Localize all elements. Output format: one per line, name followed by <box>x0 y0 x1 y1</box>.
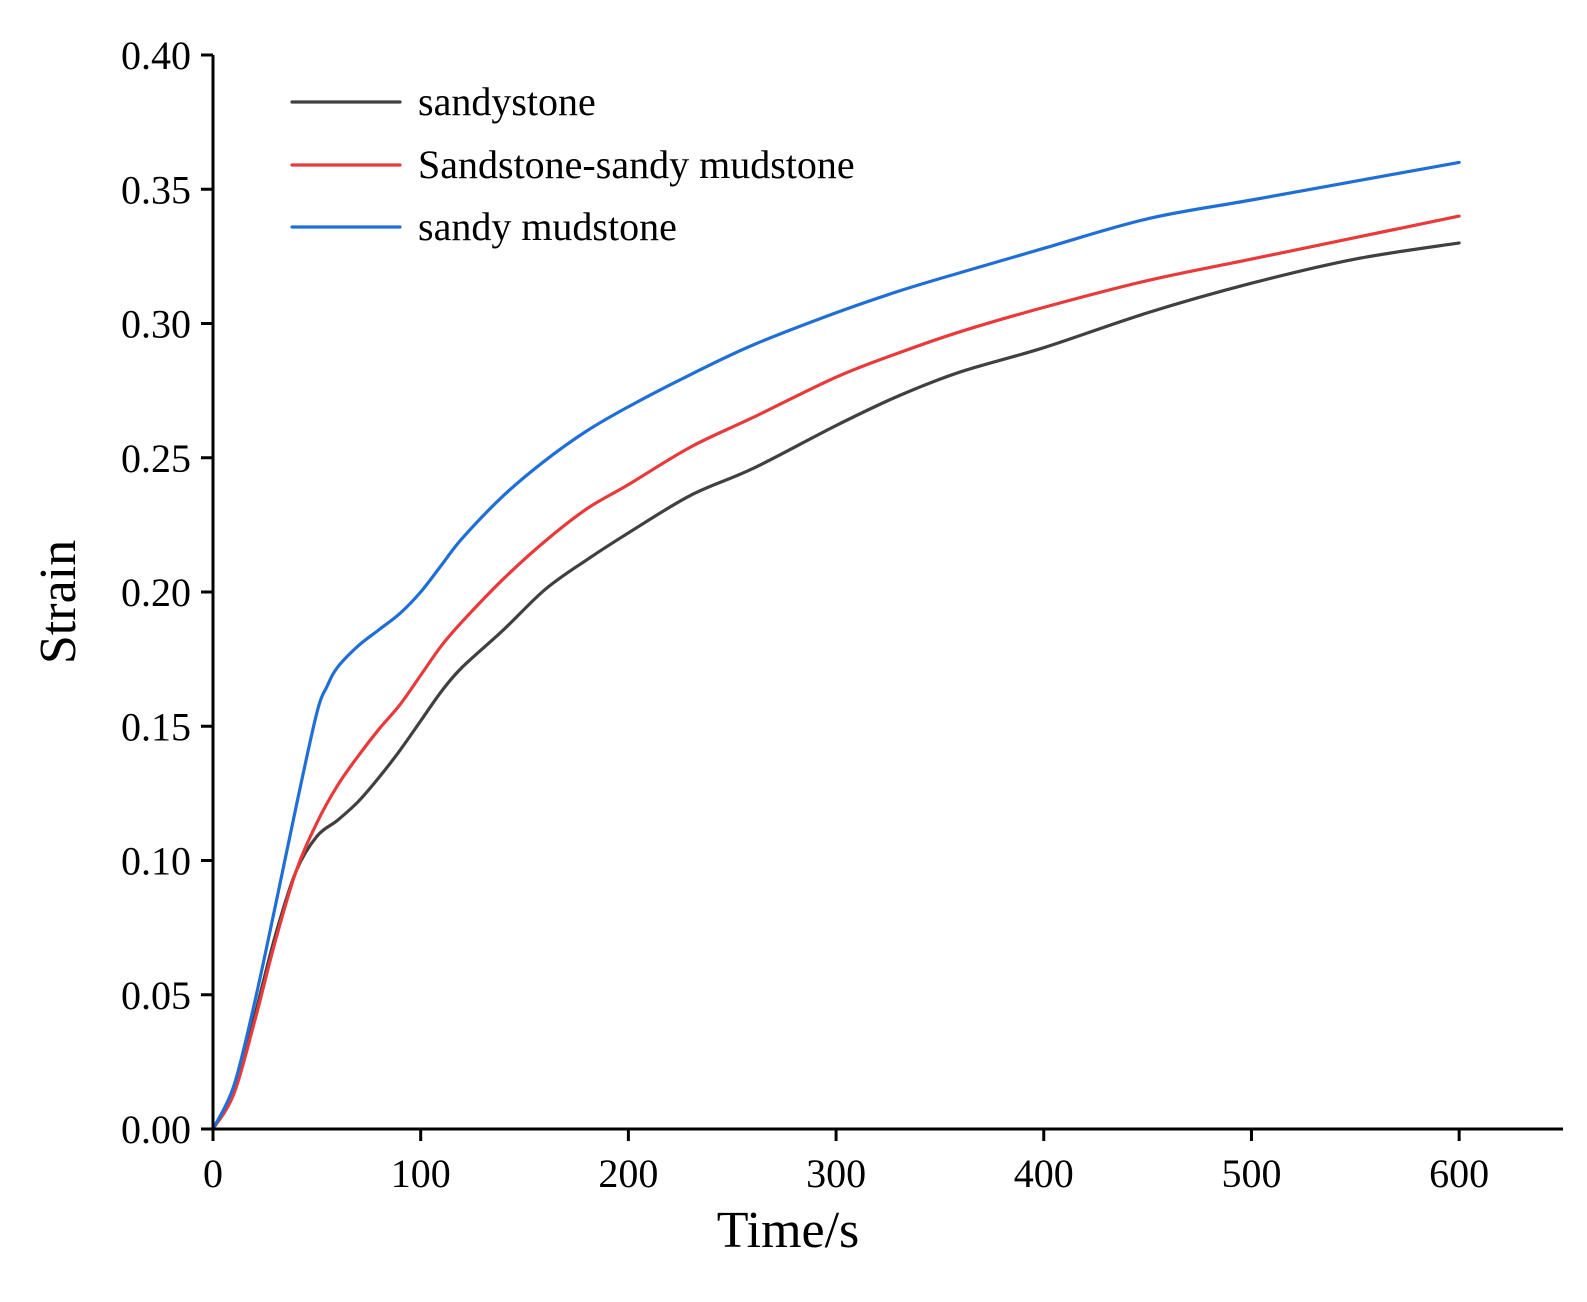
legend: sandystone Sandstone-sandy mudstone sand… <box>290 79 855 249</box>
series-line-sandstone-sandy-mudstone <box>211 214 1461 1131</box>
x-tick-label-400: 400 <box>1014 1151 1074 1196</box>
x-tick-label-600: 600 <box>1429 1151 1489 1196</box>
series-line-sandy-mudstone <box>211 160 1461 1131</box>
legend-item-sandstone-sandy-mudstone: Sandstone-sandy mudstone <box>290 142 855 187</box>
y-tick-label-0.35: 0.35 <box>121 167 191 212</box>
x-tick-label-500: 500 <box>1221 1151 1281 1196</box>
x-tick-label-200: 200 <box>598 1151 658 1196</box>
legend-label-sandystone: sandystone <box>418 79 596 124</box>
x-tick-label-100: 100 <box>391 1151 451 1196</box>
y-tick-label-0.05: 0.05 <box>121 973 191 1018</box>
y-tick-label-0.40: 0.40 <box>121 33 191 78</box>
y-tick-label-0.15: 0.15 <box>121 704 191 749</box>
y-tick-label-0.20: 0.20 <box>121 570 191 615</box>
x-axis-title: Time/s <box>717 1202 860 1259</box>
legend-item-sandystone: sandystone <box>290 79 596 124</box>
y-tick-label-0.00: 0.00 <box>121 1107 191 1152</box>
y-axis-ticks: 0.00 0.05 0.10 0.15 0.20 0.25 0.30 0.35 0.40 <box>121 33 213 1152</box>
legend-label-sandstone-sandy-mudstone: Sandstone-sandy mudstone <box>418 142 855 187</box>
y-axis-title: Strain <box>30 540 87 664</box>
legend-label-sandy-mudstone: sandy mudstone <box>418 204 677 249</box>
x-axis-ticks: 0 100 200 300 400 500 600 <box>203 1129 1489 1196</box>
series-layer <box>211 160 1461 1131</box>
plot-area: 0 100 200 300 400 500 600 0.00 0.05 0.10 0.15 0.20… <box>121 33 1563 1196</box>
y-tick-label-0.10: 0.10 <box>121 839 191 884</box>
legend-item-sandy-mudstone: sandy mudstone <box>290 204 677 249</box>
y-tick-label-0.25: 0.25 <box>121 436 191 481</box>
x-tick-label-300: 300 <box>806 1151 866 1196</box>
x-tick-label-0: 0 <box>203 1151 223 1196</box>
y-tick-label-0.30: 0.30 <box>121 302 191 347</box>
